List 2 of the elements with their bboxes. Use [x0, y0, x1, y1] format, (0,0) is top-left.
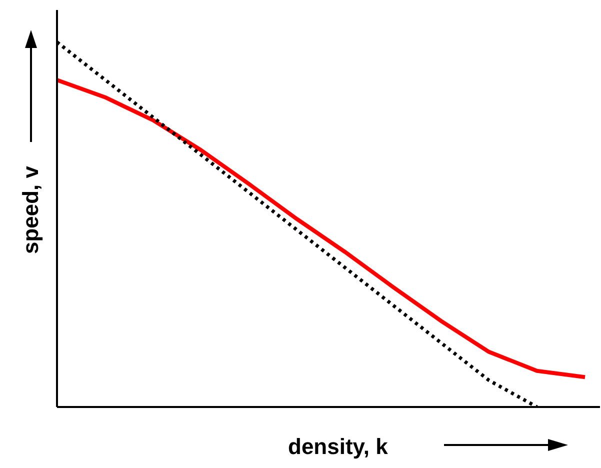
y-axis-title: speed, v: [18, 166, 44, 254]
x-axis-title: density, k: [288, 434, 388, 460]
